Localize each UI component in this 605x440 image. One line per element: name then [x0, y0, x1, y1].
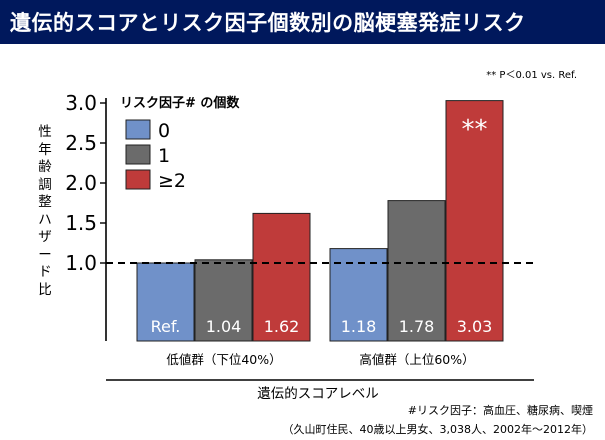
y-tick-label: 2.5: [65, 131, 97, 155]
footnote-risk-factors: #リスク因子：高血圧、糖尿病、喫煙: [407, 404, 593, 417]
x-axis-label: 遺伝的スコアレベル: [257, 386, 379, 402]
bar: [252, 212, 311, 342]
legend-swatch: [125, 169, 151, 190]
bar-value-label: 1.18: [341, 317, 377, 336]
bar-value-label: 1.62: [264, 317, 300, 336]
bar: [194, 259, 253, 342]
y-tick-label: 2.0: [65, 171, 97, 195]
y-tick-label: 1.5: [65, 211, 97, 235]
y-tick-label: 3.0: [65, 91, 97, 115]
bar: [445, 100, 504, 342]
bar-value-label: 1.04: [206, 317, 242, 336]
bar: [136, 262, 195, 342]
legend-label: ≥2: [158, 170, 186, 192]
legend-label: 0: [158, 120, 170, 142]
legend-title: リスク因子# の個数: [120, 95, 240, 111]
legend-swatch: [125, 144, 151, 165]
legend-label: 1: [158, 145, 170, 167]
title-bar: 遺伝的スコアとリスク因子個数別の脳梗塞発症リスク: [0, 0, 605, 44]
significance-stars: **: [462, 115, 488, 145]
footnote-cohort: （久山町住民、40歳以上男女、3,038人、2002年〜2012年）: [282, 423, 593, 436]
bar-value-label: Ref.: [151, 317, 181, 336]
page-title: 遺伝的スコアとリスク因子個数別の脳梗塞発症リスク: [10, 11, 526, 35]
x-category-label: 低値群（下位40%）: [166, 352, 281, 367]
y-tick-label: 1.0: [65, 251, 97, 275]
significance-note: ** P＜0.01 vs. Ref.: [486, 70, 577, 81]
bar-value-label: 1.78: [399, 317, 435, 336]
y-axis-label: 性年齢調整ハザード比: [38, 124, 52, 298]
legend-swatch: [125, 119, 151, 140]
bar: [387, 200, 446, 342]
bar-value-label: 3.03: [457, 317, 493, 336]
x-category-label: 高値群（上位60%）: [359, 352, 474, 367]
